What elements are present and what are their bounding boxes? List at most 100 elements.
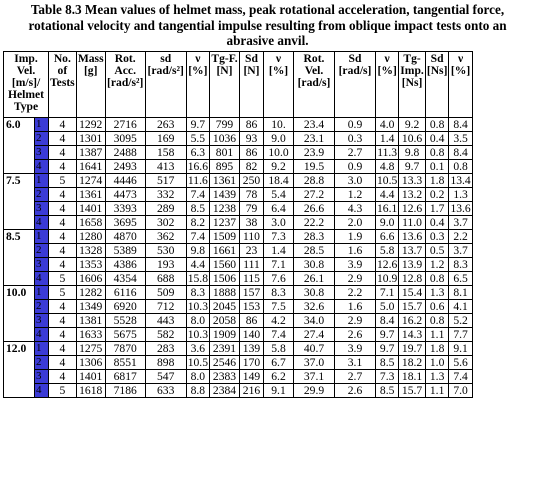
rot-vel-cell: 30.8 — [293, 284, 335, 300]
mass-cell: 1641 — [75, 158, 106, 174]
v-vel-cell: 8.4 — [374, 312, 400, 328]
mass-cell: 1361 — [75, 186, 106, 202]
v-force-cell: 10.0 — [263, 144, 294, 160]
sd-acc-cell: 443 — [144, 312, 187, 328]
v-acc-cell: 3.6 — [185, 340, 211, 356]
table-row: 3 4 1387 2488 158 6.3 801 86 10.0 23.9 2.7 11.3 9.8 0… — [4, 144, 473, 160]
header-line: Imp. — [14, 51, 38, 65]
table-row: 3 4 1401 3393 289 8.5 1238 79 6.4 26.6 4.3 16.1 12.6… — [4, 200, 473, 216]
sd-imp-cell: 1.7 — [424, 200, 450, 216]
helmet-type-cell: 1 — [34, 116, 49, 132]
v-acc-cell: 11.6 — [185, 172, 211, 188]
mass-cell: 1633 — [75, 326, 106, 342]
tests-cell: 5 — [48, 284, 77, 300]
rot-acc-cell: 8551 — [104, 354, 146, 370]
header-line: Mass — [77, 51, 104, 65]
rot-acc-cell: 7186 — [104, 382, 146, 398]
v-acc-cell: 8.2 — [185, 214, 211, 230]
sd-force-cell: 79 — [239, 200, 264, 216]
caption-line-3: abrasive anvil. — [226, 33, 309, 48]
header-line: ν — [275, 51, 282, 65]
header-tests: No. of Tests — [48, 50, 77, 118]
v-force-cell: 7.3 — [263, 228, 294, 244]
sd-acc-cell: 413 — [144, 158, 187, 174]
tests-cell: 4 — [48, 144, 77, 160]
rot-acc-cell: 4870 — [104, 228, 146, 244]
tg-imp-cell: 13.3 — [398, 172, 426, 188]
sd-imp-cell: 1.8 — [424, 340, 450, 356]
v-acc-cell: 8.0 — [185, 368, 211, 384]
v-acc-cell: 8.3 — [185, 284, 211, 300]
v-imp-cell: 7.7 — [448, 326, 473, 342]
rot-acc-cell: 3095 — [104, 130, 146, 146]
header-line: Helmet — [7, 88, 45, 102]
tg-imp-cell: 13.7 — [398, 242, 426, 258]
sd-vel-cell: 4.3 — [334, 200, 376, 216]
sd-imp-cell: 1.3 — [424, 368, 450, 384]
rot-vel-cell: 27.2 — [293, 186, 335, 202]
results-table: Imp. Vel. [m/s]/Helmet Type No. of Tests Mass… — [3, 50, 473, 398]
sd-force-cell: 216 — [239, 382, 264, 398]
rot-acc-cell: 3695 — [104, 214, 146, 230]
sd-imp-cell: 0.8 — [424, 270, 450, 286]
sd-force-cell: 115 — [239, 270, 264, 286]
helmet-type-cell: 4 — [34, 158, 49, 174]
sd-force-cell: 93 — [239, 130, 264, 146]
sd-force-cell: 157 — [239, 284, 264, 300]
header-line: Sd — [245, 51, 258, 65]
sd-acc-cell: 688 — [144, 270, 187, 286]
mass-cell: 1328 — [75, 242, 106, 258]
helmet-type-cell: 2 — [34, 242, 49, 258]
table-row: 3 4 1381 5528 443 8.0 2058 86 4.2 34.0 2.9 8.4 16.2 0… — [4, 312, 473, 328]
table-row: 3 4 1401 6817 547 8.0 2383 149 6.2 37.1 2.7 7.3 18.1… — [4, 368, 473, 384]
table-row: 4 4 1633 5675 582 10.3 1909 140 7.4 27.4 2.6 9.7 14.… — [4, 326, 473, 342]
header-line: [%] — [450, 63, 471, 77]
mass-cell: 1292 — [75, 116, 106, 132]
sd-acc-cell: 633 — [144, 382, 187, 398]
v-imp-cell: 5.6 — [448, 354, 473, 370]
sd-force-cell: 153 — [239, 298, 264, 314]
sd-vel-cell: 3.9 — [334, 340, 376, 356]
tests-cell: 4 — [48, 130, 77, 146]
header-line: Type — [13, 100, 39, 114]
helmet-type-cell: 4 — [34, 214, 49, 230]
rot-vel-cell: 23.9 — [293, 144, 335, 160]
helmet-type-cell: 3 — [34, 368, 49, 384]
tests-cell: 4 — [48, 312, 77, 328]
sd-vel-cell: 1.6 — [334, 242, 376, 258]
sd-vel-cell: 2.9 — [334, 270, 376, 286]
header-sd-imp: Sd [Ns] — [424, 50, 450, 118]
v-force-cell: 18.4 — [263, 172, 294, 188]
tg-imp-cell: 19.7 — [398, 340, 426, 356]
v-vel-cell: 5.0 — [374, 298, 400, 314]
tests-cell: 4 — [48, 298, 77, 314]
sd-force-cell: 139 — [239, 340, 264, 356]
mass-cell: 1301 — [75, 130, 106, 146]
v-force-cell: 9.1 — [263, 382, 294, 398]
tg-imp-cell: 18.1 — [398, 368, 426, 384]
sd-imp-cell: 0.8 — [424, 116, 450, 132]
caption-line-2: rotational velocity and tangential impul… — [28, 17, 507, 33]
v-imp-cell: 5.2 — [448, 312, 473, 328]
v-vel-cell: 9.7 — [374, 340, 400, 356]
tests-cell: 4 — [48, 116, 77, 132]
table-caption: Table 8.3 Mean values of helmet mass, pe… — [0, 0, 535, 49]
sd-acc-cell: 289 — [144, 200, 187, 216]
tg-force-cell: 1361 — [209, 172, 240, 188]
tests-cell: 4 — [48, 200, 77, 216]
v-vel-cell: 9.0 — [374, 214, 400, 230]
tests-cell: 4 — [48, 186, 77, 202]
helmet-type-cell: 2 — [34, 130, 49, 146]
sd-imp-cell: 1.1 — [424, 382, 450, 398]
v-acc-cell: 10.5 — [185, 354, 211, 370]
table-row: 4 5 1618 7186 633 8.8 2384 216 9.1 29.9 2.6 8.5 15.7… — [4, 382, 473, 398]
v-imp-cell: 8.3 — [448, 256, 473, 272]
tg-force-cell: 2045 — [209, 298, 240, 314]
header-line: Sd — [348, 51, 362, 65]
header-line: [rad/s²] — [107, 75, 144, 89]
sd-imp-cell: 0.4 — [424, 130, 450, 146]
v-imp-cell: 8.4 — [448, 144, 473, 160]
table-row: 12.0 1 4 1275 7870 283 3.6 2391 139 5.8 40.7 3.9 9.7… — [3, 340, 473, 398]
v-acc-cell: 10.3 — [185, 298, 211, 314]
tg-force-cell: 1506 — [209, 270, 240, 286]
